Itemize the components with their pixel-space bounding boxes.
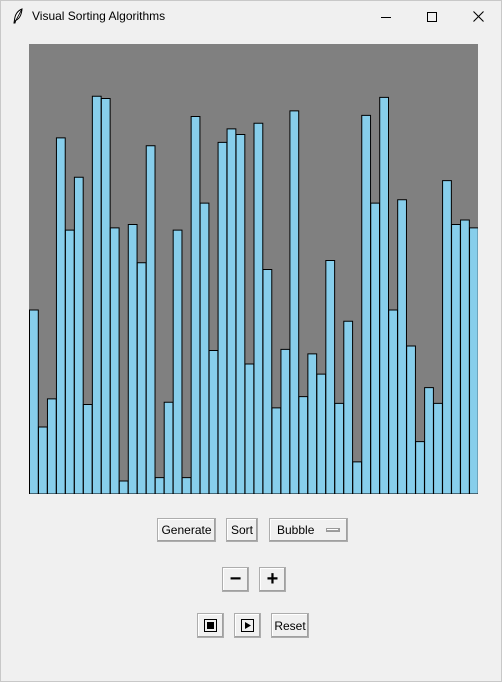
bar <box>109 227 120 494</box>
maximize-icon <box>427 11 437 22</box>
bar <box>145 145 156 494</box>
bar <box>397 199 407 494</box>
bar <box>262 269 273 494</box>
reset-button[interactable]: Reset <box>271 613 309 638</box>
bar <box>442 180 452 494</box>
bar <box>91 95 102 494</box>
bar <box>343 320 354 494</box>
bar <box>424 387 434 494</box>
minimize-button[interactable] <box>363 1 409 32</box>
bar <box>271 407 282 494</box>
bar <box>46 398 57 494</box>
bar <box>181 477 192 494</box>
bar <box>334 402 345 494</box>
bar <box>316 373 327 494</box>
bar <box>307 353 318 494</box>
bar <box>82 404 93 494</box>
algorithm-select-value: Bubble <box>277 523 315 537</box>
close-button[interactable] <box>455 1 501 32</box>
close-icon <box>472 11 484 22</box>
bar <box>451 224 461 494</box>
option-menu-indicator <box>326 528 340 532</box>
minimize-icon <box>381 16 391 18</box>
bar <box>154 477 165 494</box>
bar <box>433 402 443 494</box>
bar <box>352 461 363 494</box>
algorithm-select[interactable]: Bubble <box>269 518 348 542</box>
feather-icon <box>11 8 25 24</box>
stop-button[interactable] <box>197 613 224 638</box>
bar <box>415 441 425 494</box>
sorting-canvas <box>29 44 478 494</box>
bar <box>37 426 48 494</box>
bar <box>163 401 174 494</box>
bar <box>208 350 219 494</box>
bar <box>100 98 111 494</box>
sort-button[interactable]: Sort <box>226 518 258 542</box>
bar <box>244 363 255 494</box>
stop-icon <box>204 619 217 632</box>
bar <box>217 141 228 494</box>
bar <box>190 116 201 494</box>
window-title: Visual Sorting Algorithms <box>32 9 166 23</box>
bar <box>460 219 470 494</box>
decrease-button[interactable]: − <box>222 567 249 592</box>
bar <box>118 480 129 494</box>
play-icon <box>241 619 254 632</box>
bar <box>469 227 478 494</box>
bar <box>325 260 336 494</box>
bar <box>199 202 210 494</box>
bar <box>406 345 416 494</box>
play-button[interactable] <box>234 613 261 638</box>
bar <box>172 229 183 494</box>
generate-button[interactable]: Generate <box>157 518 216 542</box>
bar <box>361 114 372 494</box>
bar <box>289 110 300 494</box>
bar <box>370 202 381 494</box>
title-bar[interactable]: Visual Sorting Algorithms <box>1 1 501 32</box>
bar <box>64 229 75 494</box>
bar <box>127 224 138 494</box>
bar <box>280 348 291 494</box>
maximize-button[interactable] <box>409 1 455 32</box>
bar-chart <box>29 95 478 494</box>
bar <box>73 176 84 494</box>
bar <box>298 396 309 494</box>
increase-button[interactable]: + <box>259 567 286 592</box>
bar <box>55 137 66 494</box>
bar <box>29 309 39 494</box>
bar <box>136 262 147 494</box>
bar <box>235 134 246 494</box>
bar <box>379 96 390 494</box>
bar <box>226 128 237 494</box>
bar <box>253 122 264 494</box>
bar <box>388 309 398 494</box>
